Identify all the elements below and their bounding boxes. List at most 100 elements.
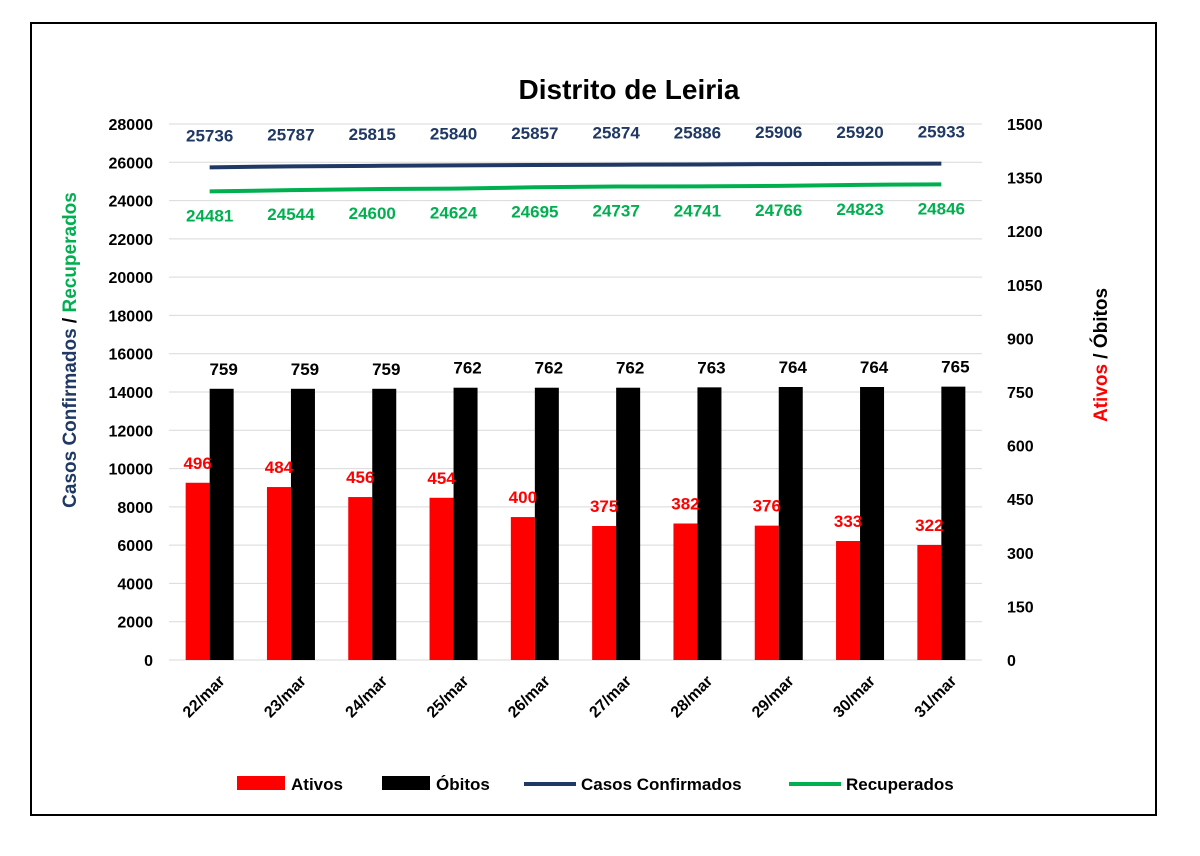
bar-obitos bbox=[778, 386, 803, 660]
right-tick-label: 150 bbox=[1007, 599, 1034, 616]
legend: Ativos Óbitos Casos Confirmados Recuperados bbox=[237, 775, 954, 794]
label-recuperados: 24695 bbox=[511, 202, 558, 221]
right-axis-label-part1: Ativos bbox=[1091, 364, 1112, 422]
right-axis-label-part2: Óbitos bbox=[1090, 288, 1112, 348]
category-label: 28/mar bbox=[668, 673, 717, 722]
label-casos-confirmados: 25857 bbox=[511, 124, 558, 143]
right-tick-label: 750 bbox=[1007, 385, 1034, 402]
label-obitos: 764 bbox=[779, 358, 808, 377]
left-tick-label: 26000 bbox=[109, 155, 154, 172]
label-casos-confirmados: 25736 bbox=[186, 126, 233, 145]
right-axis-title: Ativos / Óbitos bbox=[1090, 288, 1112, 422]
bar-obitos bbox=[616, 387, 641, 660]
left-tick-label: 18000 bbox=[109, 308, 154, 325]
bar-obitos bbox=[941, 386, 966, 660]
category-label: 25/mar bbox=[424, 673, 473, 722]
left-axis-label-part1: Casos Confirmados bbox=[60, 328, 81, 507]
label-recuperados: 24481 bbox=[186, 206, 233, 225]
label-recuperados: 24737 bbox=[593, 201, 640, 220]
right-tick-label: 1050 bbox=[1007, 278, 1043, 295]
bar-obitos bbox=[697, 387, 722, 660]
left-tick-label: 22000 bbox=[109, 232, 154, 249]
label-casos-confirmados: 25787 bbox=[267, 125, 314, 144]
line-recuperados bbox=[209, 182, 942, 194]
legend-swatch bbox=[237, 776, 285, 790]
left-axis-label-part2: Recuperados bbox=[60, 192, 81, 312]
label-obitos: 759 bbox=[372, 360, 400, 379]
label-recuperados: 24846 bbox=[918, 199, 965, 218]
left-axis-title: Casos Confirmados / Recuperados bbox=[60, 192, 81, 508]
right-axis-label-sep: / bbox=[1091, 348, 1112, 364]
label-recuperados: 24600 bbox=[349, 204, 396, 223]
left-tick-label: 4000 bbox=[117, 576, 153, 593]
right-tick-label: 450 bbox=[1007, 492, 1034, 509]
line-casos-confirmados bbox=[209, 161, 942, 170]
bar-ativos bbox=[510, 517, 535, 660]
label-casos-confirmados: 25840 bbox=[430, 124, 477, 143]
bar-ativos bbox=[673, 523, 698, 660]
label-recuperados: 24766 bbox=[755, 201, 802, 220]
legend-label: Ativos bbox=[291, 775, 343, 794]
bar-ativos bbox=[348, 497, 373, 660]
label-casos-confirmados: 25933 bbox=[918, 123, 965, 142]
label-ativos: 375 bbox=[590, 497, 618, 516]
right-tick-label: 0 bbox=[1007, 653, 1016, 670]
left-tick-label: 16000 bbox=[109, 347, 154, 364]
left-tick-label: 28000 bbox=[109, 117, 154, 134]
label-casos-confirmados: 25874 bbox=[593, 124, 641, 143]
category-label: 26/mar bbox=[505, 673, 554, 722]
label-casos-confirmados: 25815 bbox=[349, 125, 396, 144]
left-tick-label: 0 bbox=[144, 653, 153, 670]
label-obitos: 762 bbox=[453, 359, 481, 378]
data-labels: 496 759 484 759 456 759 454 762 400 762 375 762 382 7… bbox=[183, 123, 969, 535]
bar-ativos bbox=[592, 526, 617, 660]
label-recuperados: 24624 bbox=[430, 204, 478, 223]
bar-obitos bbox=[453, 387, 478, 660]
bar-ativos bbox=[185, 482, 210, 660]
left-tick-label: 14000 bbox=[109, 385, 154, 402]
left-tick-label: 2000 bbox=[117, 615, 153, 632]
label-recuperados: 24741 bbox=[674, 201, 721, 220]
legend-label: Óbitos bbox=[436, 775, 490, 794]
bar-obitos bbox=[290, 388, 315, 660]
category-label: 24/mar bbox=[343, 673, 392, 722]
bar-ativos bbox=[754, 525, 779, 660]
label-casos-confirmados: 25886 bbox=[674, 123, 721, 142]
left-tick-label: 6000 bbox=[117, 538, 153, 555]
left-tick-label: 8000 bbox=[117, 500, 153, 517]
chart-frame: 496 759 484 759 456 759 454 762 400 762 375 762 382 7… bbox=[30, 22, 1157, 816]
category-label: 27/mar bbox=[586, 673, 635, 722]
label-casos-confirmados: 25906 bbox=[755, 123, 802, 142]
bar-obitos bbox=[534, 387, 559, 660]
lines bbox=[209, 161, 942, 194]
chart-title: Distrito de Leiria bbox=[519, 74, 740, 105]
legend-label: Casos Confirmados bbox=[581, 775, 742, 794]
label-ativos: 400 bbox=[509, 488, 537, 507]
right-tick-label: 900 bbox=[1007, 331, 1034, 348]
left-tick-label: 10000 bbox=[109, 462, 154, 479]
label-ativos: 333 bbox=[834, 512, 862, 531]
right-tick-label: 1350 bbox=[1007, 171, 1043, 188]
label-ativos: 322 bbox=[915, 516, 943, 535]
category-label: 31/mar bbox=[912, 673, 961, 722]
category-label: 22/mar bbox=[180, 673, 229, 722]
chart: 496 759 484 759 456 759 454 762 400 762 375 762 382 7… bbox=[60, 74, 1112, 794]
bar-ativos bbox=[836, 541, 861, 660]
legend-swatch bbox=[382, 776, 430, 790]
label-obitos: 762 bbox=[535, 359, 563, 378]
bar-ativos bbox=[429, 497, 454, 660]
right-tick-label: 1500 bbox=[1007, 117, 1043, 134]
label-ativos: 376 bbox=[753, 497, 781, 516]
category-label: 23/mar bbox=[261, 673, 310, 722]
label-ativos: 484 bbox=[265, 458, 294, 477]
left-tick-label: 24000 bbox=[109, 194, 154, 211]
left-axis-label-sep: / bbox=[60, 313, 81, 329]
category-label: 29/mar bbox=[749, 673, 798, 722]
bar-obitos bbox=[209, 388, 234, 660]
right-tick-label: 600 bbox=[1007, 439, 1034, 456]
left-tick-label: 12000 bbox=[109, 423, 154, 440]
bar-ativos bbox=[266, 487, 291, 660]
label-ativos: 382 bbox=[671, 494, 699, 513]
bar-obitos bbox=[860, 386, 885, 660]
right-tick-label: 300 bbox=[1007, 546, 1034, 563]
